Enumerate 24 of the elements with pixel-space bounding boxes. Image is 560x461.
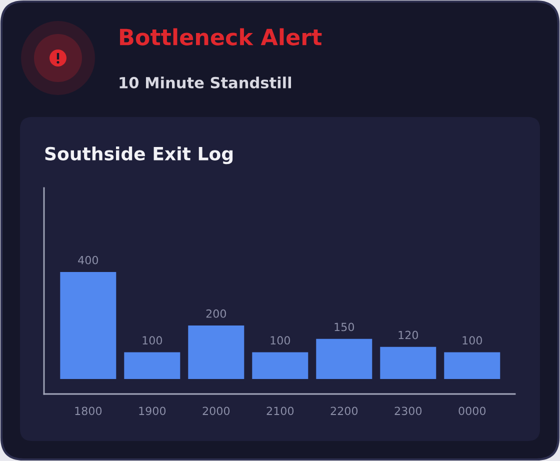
text: 10 Minute Standstill — [120, 76, 292, 88]
data-label: 400 — [78, 256, 98, 264]
data-label: 100 — [462, 336, 482, 345]
chart-title: Southside Exit Log — [45, 146, 233, 164]
x-tick-label: 1900 — [139, 406, 166, 416]
x-tick-label: 1800 — [75, 406, 102, 416]
bar — [252, 352, 308, 380]
bar — [380, 346, 436, 380]
x-tick-label: 2300 — [394, 406, 422, 416]
text: Bottleneck Alert — [120, 28, 322, 46]
data-label: 100 — [142, 336, 162, 345]
x-tick-label: 2000 — [202, 406, 230, 416]
bar — [124, 352, 180, 380]
data-label: 120 — [398, 330, 418, 340]
x-tick-label: 0000 — [458, 406, 486, 416]
data-label: 150 — [334, 322, 354, 332]
bar — [316, 338, 372, 380]
x-tick-label: 2200 — [330, 406, 358, 416]
bar — [60, 272, 116, 380]
bar — [188, 326, 244, 380]
data-label: 100 — [270, 336, 290, 345]
bar — [444, 352, 500, 380]
data-label: 200 — [206, 309, 226, 318]
x-tick-label: 2100 — [266, 406, 294, 416]
